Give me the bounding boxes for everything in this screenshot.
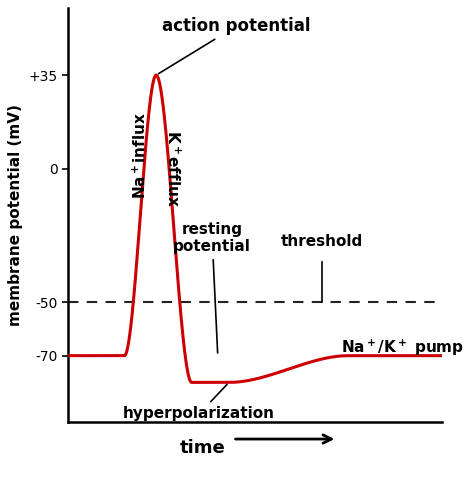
Text: $\mathbf{Na^+/K^+}$ pump: $\mathbf{Na^+/K^+}$ pump (341, 338, 464, 358)
Text: hyperpolarization: hyperpolarization (123, 384, 275, 422)
Text: threshold: threshold (281, 234, 364, 249)
Text: action potential: action potential (158, 17, 310, 74)
Y-axis label: membrane potential (mV): membrane potential (mV) (9, 104, 23, 327)
Text: time: time (180, 439, 225, 457)
Text: $\mathbf{K^+ efflux}$: $\mathbf{K^+ efflux}$ (164, 130, 182, 207)
Text: resting
potential: resting potential (173, 222, 251, 353)
Text: $\mathbf{Na^+ influx}$: $\mathbf{Na^+ influx}$ (131, 112, 149, 199)
